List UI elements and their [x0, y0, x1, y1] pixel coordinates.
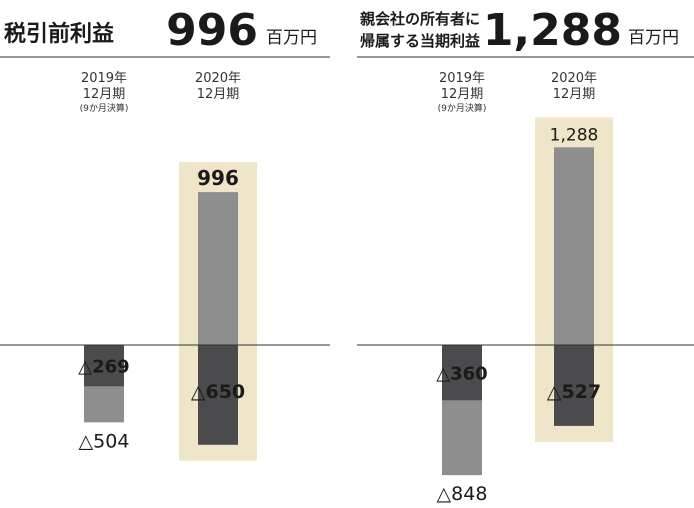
headline-value-pretax: 996	[166, 5, 258, 56]
bar-2020-owners-segment	[554, 345, 594, 426]
category-note-2019-left: (9か月決算)	[80, 102, 129, 114]
data-label-2019-pretax-segment: △269	[78, 357, 129, 378]
data-label-2019-pretax-total: △504	[79, 430, 130, 452]
headline-unit-owners: 百万円	[628, 28, 679, 48]
data-label-2019-owners-total: △848	[437, 483, 488, 505]
category-period-2019-right: 12月期	[441, 87, 484, 102]
chart-title-line1-owners-profit: 親会社の所有者に	[360, 10, 480, 28]
bar-2019-pretax-segment	[84, 345, 124, 387]
category-period-2019-left: 12月期	[83, 87, 126, 102]
category-year-2019-left: 2019年	[81, 71, 127, 86]
data-label-2019-owners-segment: △360	[436, 364, 487, 385]
category-year-2020-right: 2020年	[551, 71, 597, 86]
category-period-2020-left: 12月期	[197, 87, 240, 102]
bar-2020-pretax-segment	[198, 345, 238, 445]
data-label-2020-owners-segment: △527	[547, 381, 601, 403]
bar-2020-pretax-total	[198, 192, 238, 345]
bar-2020-owners-total	[554, 147, 594, 345]
data-label-2020-pretax-total: 996	[197, 166, 239, 190]
chart-title-line2-owners-profit: 帰属する当期利益	[360, 32, 480, 50]
data-label-2020-pretax-segment: △650	[191, 381, 245, 403]
data-label-2020-owners-total: 1,288	[550, 125, 599, 145]
bar-2019-owners-segment	[442, 345, 482, 401]
category-period-2020-right: 12月期	[553, 87, 596, 102]
headline-value-owners: 1,288	[483, 5, 622, 56]
category-note-2019-right: (9か月決算)	[438, 102, 487, 114]
category-year-2019-right: 2019年	[439, 71, 485, 86]
chart-title-pretax-profit: 税引前利益	[4, 21, 114, 47]
category-year-2020-left: 2020年	[195, 71, 241, 86]
headline-unit-pretax: 百万円	[266, 28, 317, 48]
